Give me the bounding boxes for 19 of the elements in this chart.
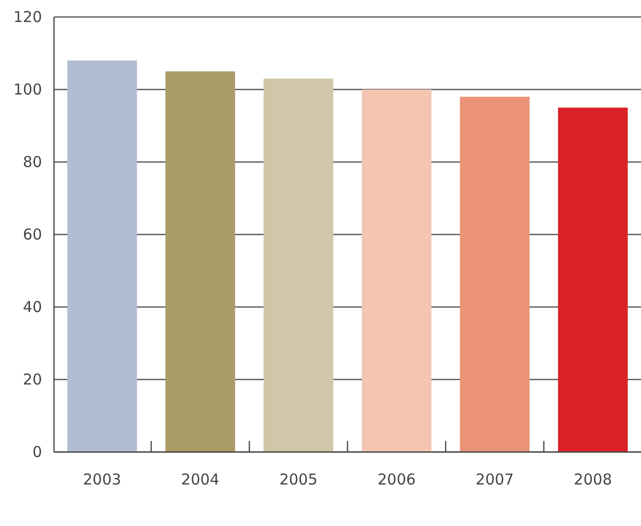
- x-tick-label: 2005: [279, 470, 318, 489]
- y-tick-label: 20: [22, 370, 42, 388]
- x-tick-label: 2003: [83, 470, 122, 489]
- bar: [165, 71, 236, 452]
- x-tick-label: 2007: [476, 470, 514, 489]
- x-tick-label: 2004: [181, 470, 220, 489]
- x-tick-label: 2006: [377, 470, 416, 489]
- bar: [558, 108, 628, 452]
- y-tick-label: 40: [22, 298, 42, 316]
- y-tick-label: 80: [22, 152, 42, 171]
- y-tick-label: 0: [32, 442, 42, 461]
- y-tick-label: 60: [22, 225, 42, 244]
- x-tick-label: 2008: [574, 470, 612, 489]
- bar: [67, 60, 137, 452]
- bar: [362, 90, 432, 452]
- bar: [460, 96, 530, 452]
- y-tick-label: 100: [13, 80, 42, 98]
- y-tick-label: 120: [13, 8, 42, 26]
- bar: [264, 78, 334, 452]
